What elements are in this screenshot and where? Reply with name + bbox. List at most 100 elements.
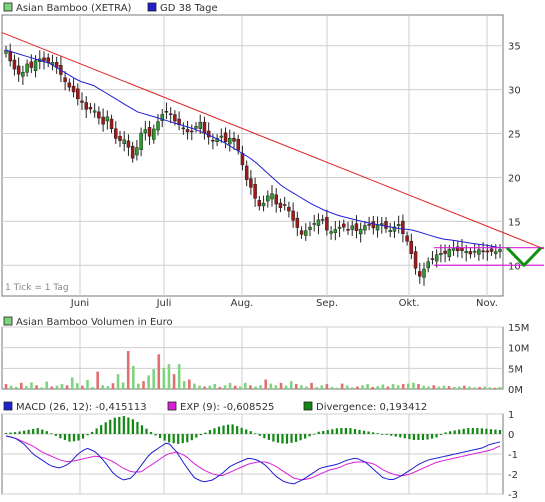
price-candle: [388, 230, 392, 232]
volume-bar: [315, 386, 318, 389]
volume-bar: [9, 385, 13, 389]
price-candle: [354, 223, 359, 231]
divergence-bar: [430, 434, 434, 439]
divergence-bar: [9, 432, 12, 434]
divergence-bar: [122, 416, 125, 434]
divergence-bar: [390, 434, 393, 436]
divergence-bar: [381, 434, 384, 435]
volume-bar: [14, 386, 18, 389]
price-candle: [456, 246, 460, 252]
price-candle: [29, 61, 34, 68]
divergence-bar: [23, 430, 26, 434]
volume-bar: [152, 369, 155, 389]
divergence-bar: [272, 434, 275, 442]
trend-line: [1, 32, 545, 250]
divergence-bar: [95, 428, 98, 434]
divergence-bar: [290, 434, 293, 443]
volume-bar: [289, 381, 293, 389]
volume-bar: [335, 387, 339, 389]
divergence-bar: [131, 419, 134, 434]
divergence-bar: [231, 424, 234, 434]
price-candle: [282, 204, 287, 206]
divergence-bar: [249, 431, 252, 434]
price-candle: [253, 183, 257, 199]
price-candle: [342, 223, 346, 228]
price-candle: [481, 250, 485, 253]
divergence-bar: [367, 431, 370, 434]
price-candle: [274, 194, 278, 205]
volume-bar: [422, 385, 425, 389]
divergence-bar: [204, 432, 207, 434]
divergence-bar: [462, 428, 465, 434]
volume-bar: [218, 386, 222, 389]
volume-bar: [254, 386, 257, 389]
price-candle: [190, 130, 194, 133]
price-candle: [485, 250, 490, 253]
volume-bar: [478, 386, 481, 389]
divergence-bar: [4, 433, 8, 434]
price-candle: [84, 102, 88, 110]
volume-bar: [274, 385, 278, 389]
macd-y-tick-label: -1: [508, 450, 518, 461]
divergence-bar: [444, 432, 447, 434]
price-candle: [443, 250, 447, 254]
volume-bar: [407, 383, 410, 389]
divergence-bar: [358, 429, 361, 434]
volume-bar: [111, 383, 115, 389]
price-candle: [143, 129, 148, 134]
divergence-bar: [72, 434, 76, 442]
price-candle: [295, 217, 300, 228]
volume-bar: [45, 381, 49, 389]
divergence-bar: [489, 429, 493, 434]
divergence-bar: [91, 431, 94, 434]
divergence-bar: [127, 417, 130, 434]
divergence-bar: [485, 428, 488, 434]
price-candle: [97, 111, 101, 119]
volume-bar: [305, 386, 308, 389]
volume-bar: [147, 375, 150, 389]
divergence-bar: [240, 427, 243, 434]
price-candle: [477, 249, 481, 255]
volume-bar: [279, 382, 283, 389]
volume-bar: [172, 374, 176, 389]
divergence-bar: [385, 434, 388, 435]
divergence-bar: [435, 434, 438, 438]
divergence-bar: [285, 434, 289, 444]
divergence-bar: [104, 422, 107, 434]
price-candle: [130, 145, 135, 159]
volume-bar: [238, 386, 242, 389]
volume-bar: [121, 382, 125, 389]
divergence-bar: [177, 434, 180, 444]
volume-bar: [126, 350, 130, 389]
divergence-bar: [467, 428, 470, 434]
volume-bar: [300, 385, 303, 389]
divergence-bar: [281, 434, 284, 444]
legend-label-gd38: GD 38 Tage: [160, 3, 218, 14]
legend-swatch-macd: [303, 401, 313, 411]
volume-bar: [356, 386, 359, 389]
divergence-bar: [208, 430, 212, 434]
price-candle: [468, 251, 473, 255]
legend-label-macd: MACD (26, 12): -0,415113: [16, 402, 147, 413]
divergence-bar: [299, 434, 302, 441]
price-candle: [426, 261, 430, 269]
divergence-bar: [245, 429, 248, 434]
price-candle: [202, 121, 207, 134]
divergence-bar: [403, 434, 406, 439]
volume-bar: [264, 379, 268, 389]
price-candle: [498, 249, 502, 252]
volume-bar: [473, 387, 476, 389]
divergence-bar: [326, 430, 329, 434]
legend-swatch-volume: [3, 316, 13, 326]
divergence-bar: [145, 428, 148, 434]
price-candle: [308, 226, 312, 230]
divergence-bar: [18, 431, 21, 434]
volume-bar: [259, 385, 262, 389]
legend-label-price: Asian Bamboo (XETRA): [16, 3, 132, 14]
divergence-bar: [158, 434, 162, 439]
divergence-bar: [59, 434, 62, 439]
divergence-bar: [217, 426, 221, 434]
volume-bar: [198, 385, 201, 389]
divergence-bar: [32, 428, 35, 434]
